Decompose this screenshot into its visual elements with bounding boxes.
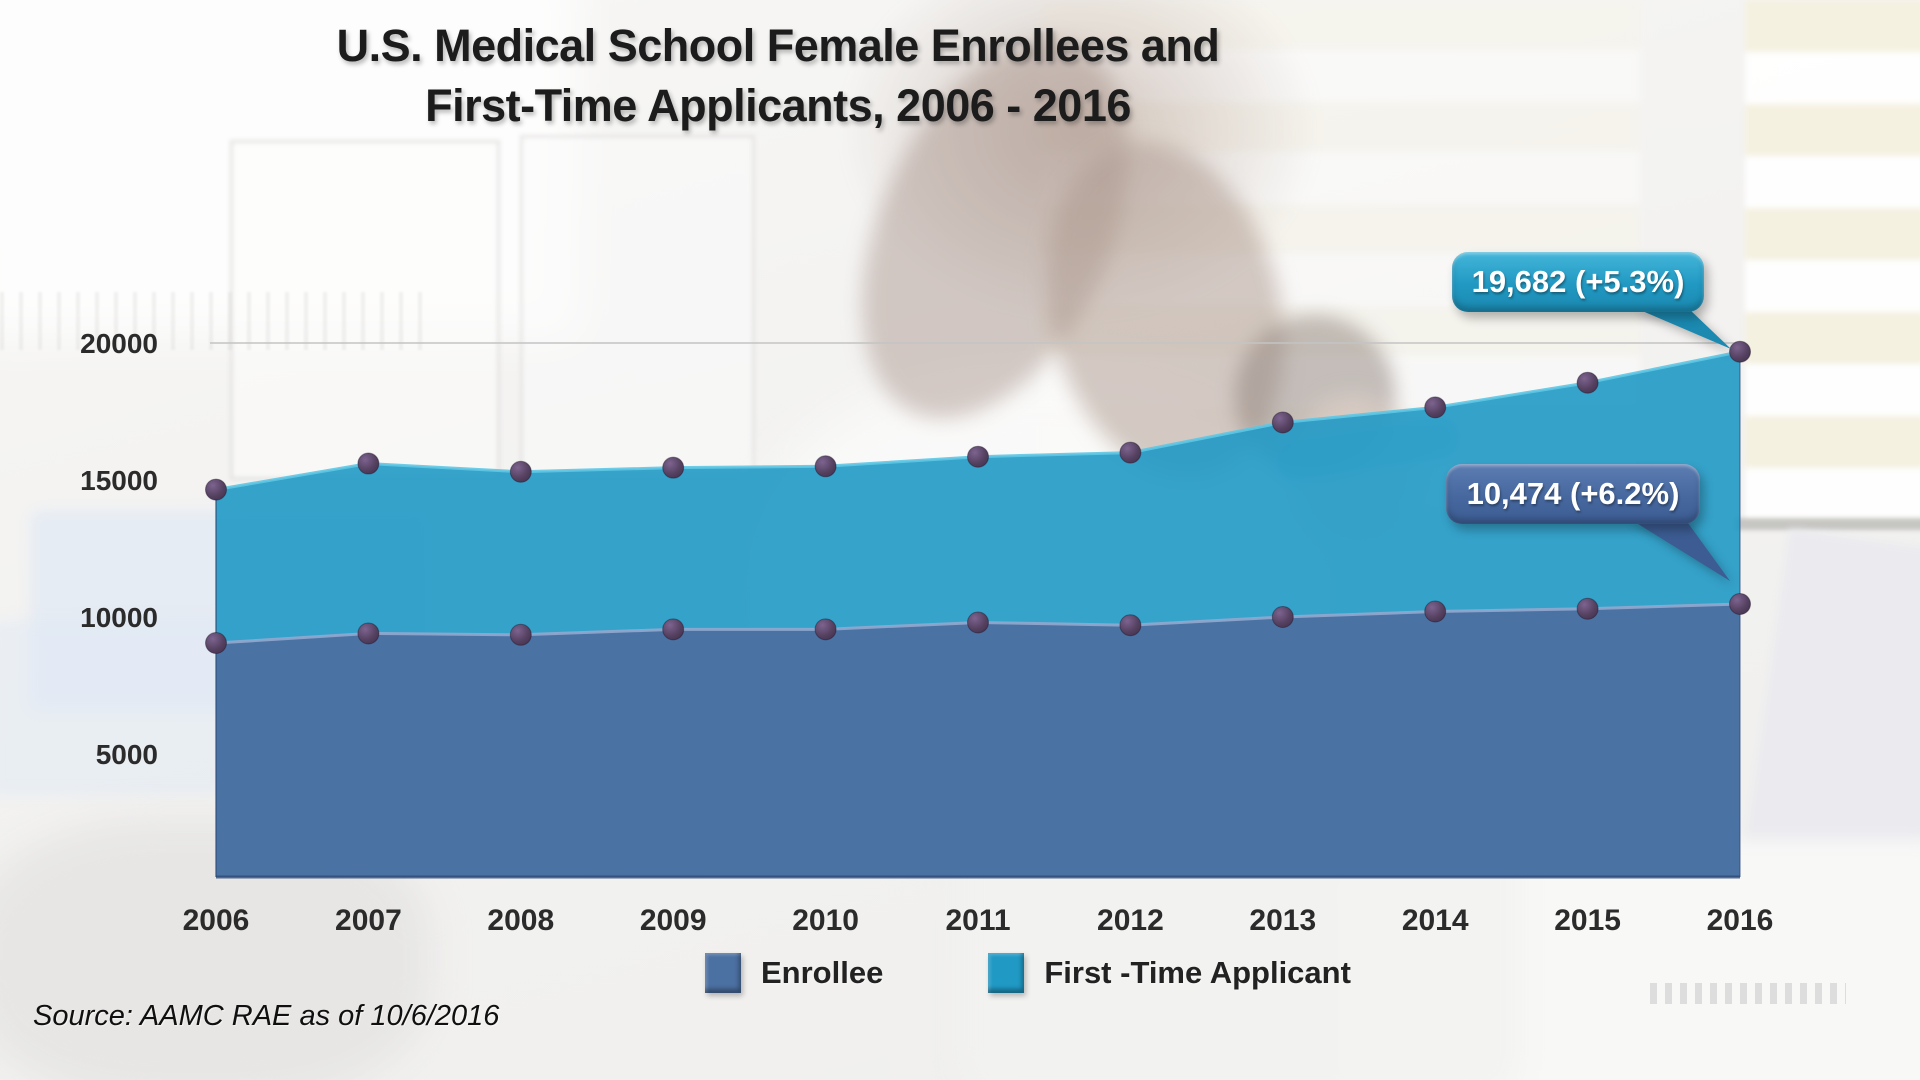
- callout-tail-shape: [1633, 307, 1731, 349]
- xlabel-2010: 2010: [792, 904, 859, 937]
- legend: Enrollee First -Time Applicant: [705, 953, 1351, 993]
- source-note: Source: AAMC RAE as of 10/6/2016: [33, 1000, 500, 1032]
- enrollee-point-2009: [662, 618, 685, 641]
- ytick-5000: 5000: [96, 739, 158, 770]
- chart-title: U.S. Medical School Female Enrollees and…: [0, 16, 1556, 136]
- enrollee-point-2010: [814, 618, 837, 641]
- legend-swatch-enrollee: [705, 953, 741, 993]
- callout-tail-shape: [1630, 519, 1730, 581]
- xlabel-2009: 2009: [640, 904, 707, 937]
- applicant-point-2006: [205, 478, 227, 501]
- callout-applicant-2016: 19,682 (+5.3%): [1452, 252, 1704, 312]
- callout-tail-enrollee: [1630, 519, 1730, 581]
- legend-label-enrollee: Enrollee: [761, 955, 884, 990]
- applicant-point-2016: [1729, 340, 1751, 363]
- chart-title-line1: U.S. Medical School Female Enrollees and: [336, 20, 1220, 71]
- legend-item-enrollee: Enrollee: [705, 953, 883, 993]
- ytick-15000: 15000: [80, 465, 158, 496]
- applicant-point-2009: [662, 456, 685, 479]
- legend-label-applicant: First -Time Applicant: [1044, 955, 1351, 990]
- applicant-point-2014: [1424, 396, 1447, 419]
- applicant-point-2015: [1576, 371, 1599, 394]
- ytick-20000: 20000: [80, 328, 158, 359]
- xlabel-2007: 2007: [335, 904, 402, 937]
- callout-enrollee-text: 10,474 (+6.2%): [1466, 476, 1680, 511]
- enrollee-point-2008: [509, 623, 532, 646]
- xlabel-2014: 2014: [1402, 904, 1469, 937]
- enrollee-point-2007: [357, 622, 380, 645]
- enrollee-point-2012: [1119, 614, 1142, 637]
- enrollee-point-2006: [205, 632, 227, 655]
- ytick-10000: 10000: [80, 602, 158, 633]
- applicant-point-2007: [357, 452, 380, 475]
- applicant-point-2010: [814, 455, 837, 478]
- applicant-point-2012: [1119, 441, 1142, 464]
- xlabel-2006: 2006: [183, 904, 250, 937]
- enrollee-point-2014: [1424, 600, 1447, 623]
- xlabel-2015: 2015: [1554, 904, 1621, 937]
- xlabel-2011: 2011: [945, 904, 1010, 937]
- applicant-point-2008: [509, 460, 532, 483]
- xlabel-2013: 2013: [1249, 904, 1316, 937]
- chart-title-line2: First-Time Applicants, 2006 - 2016: [425, 79, 1131, 131]
- xlabel-2008: 2008: [487, 904, 554, 937]
- applicant-point-2013: [1271, 411, 1294, 434]
- enrollee-point-2016: [1729, 593, 1751, 616]
- enrollee-point-2015: [1576, 597, 1599, 620]
- legend-swatch-applicant: [988, 953, 1025, 993]
- xlabel-2016: 2016: [1707, 904, 1774, 937]
- callout-enrollee-2016: 10,474 (+6.2%): [1446, 464, 1700, 524]
- enrollee-point-2013: [1271, 606, 1294, 628]
- callout-tail-applicant: [1633, 307, 1731, 349]
- enrollee-point-2011: [967, 611, 989, 634]
- legend-item-applicant: First -Time Applicant: [988, 953, 1351, 993]
- callout-applicant-text: 19,682 (+5.3%): [1471, 264, 1685, 299]
- xlabel-2012: 2012: [1097, 904, 1164, 937]
- applicant-point-2011: [967, 445, 989, 468]
- enrollee-area: [216, 604, 1740, 877]
